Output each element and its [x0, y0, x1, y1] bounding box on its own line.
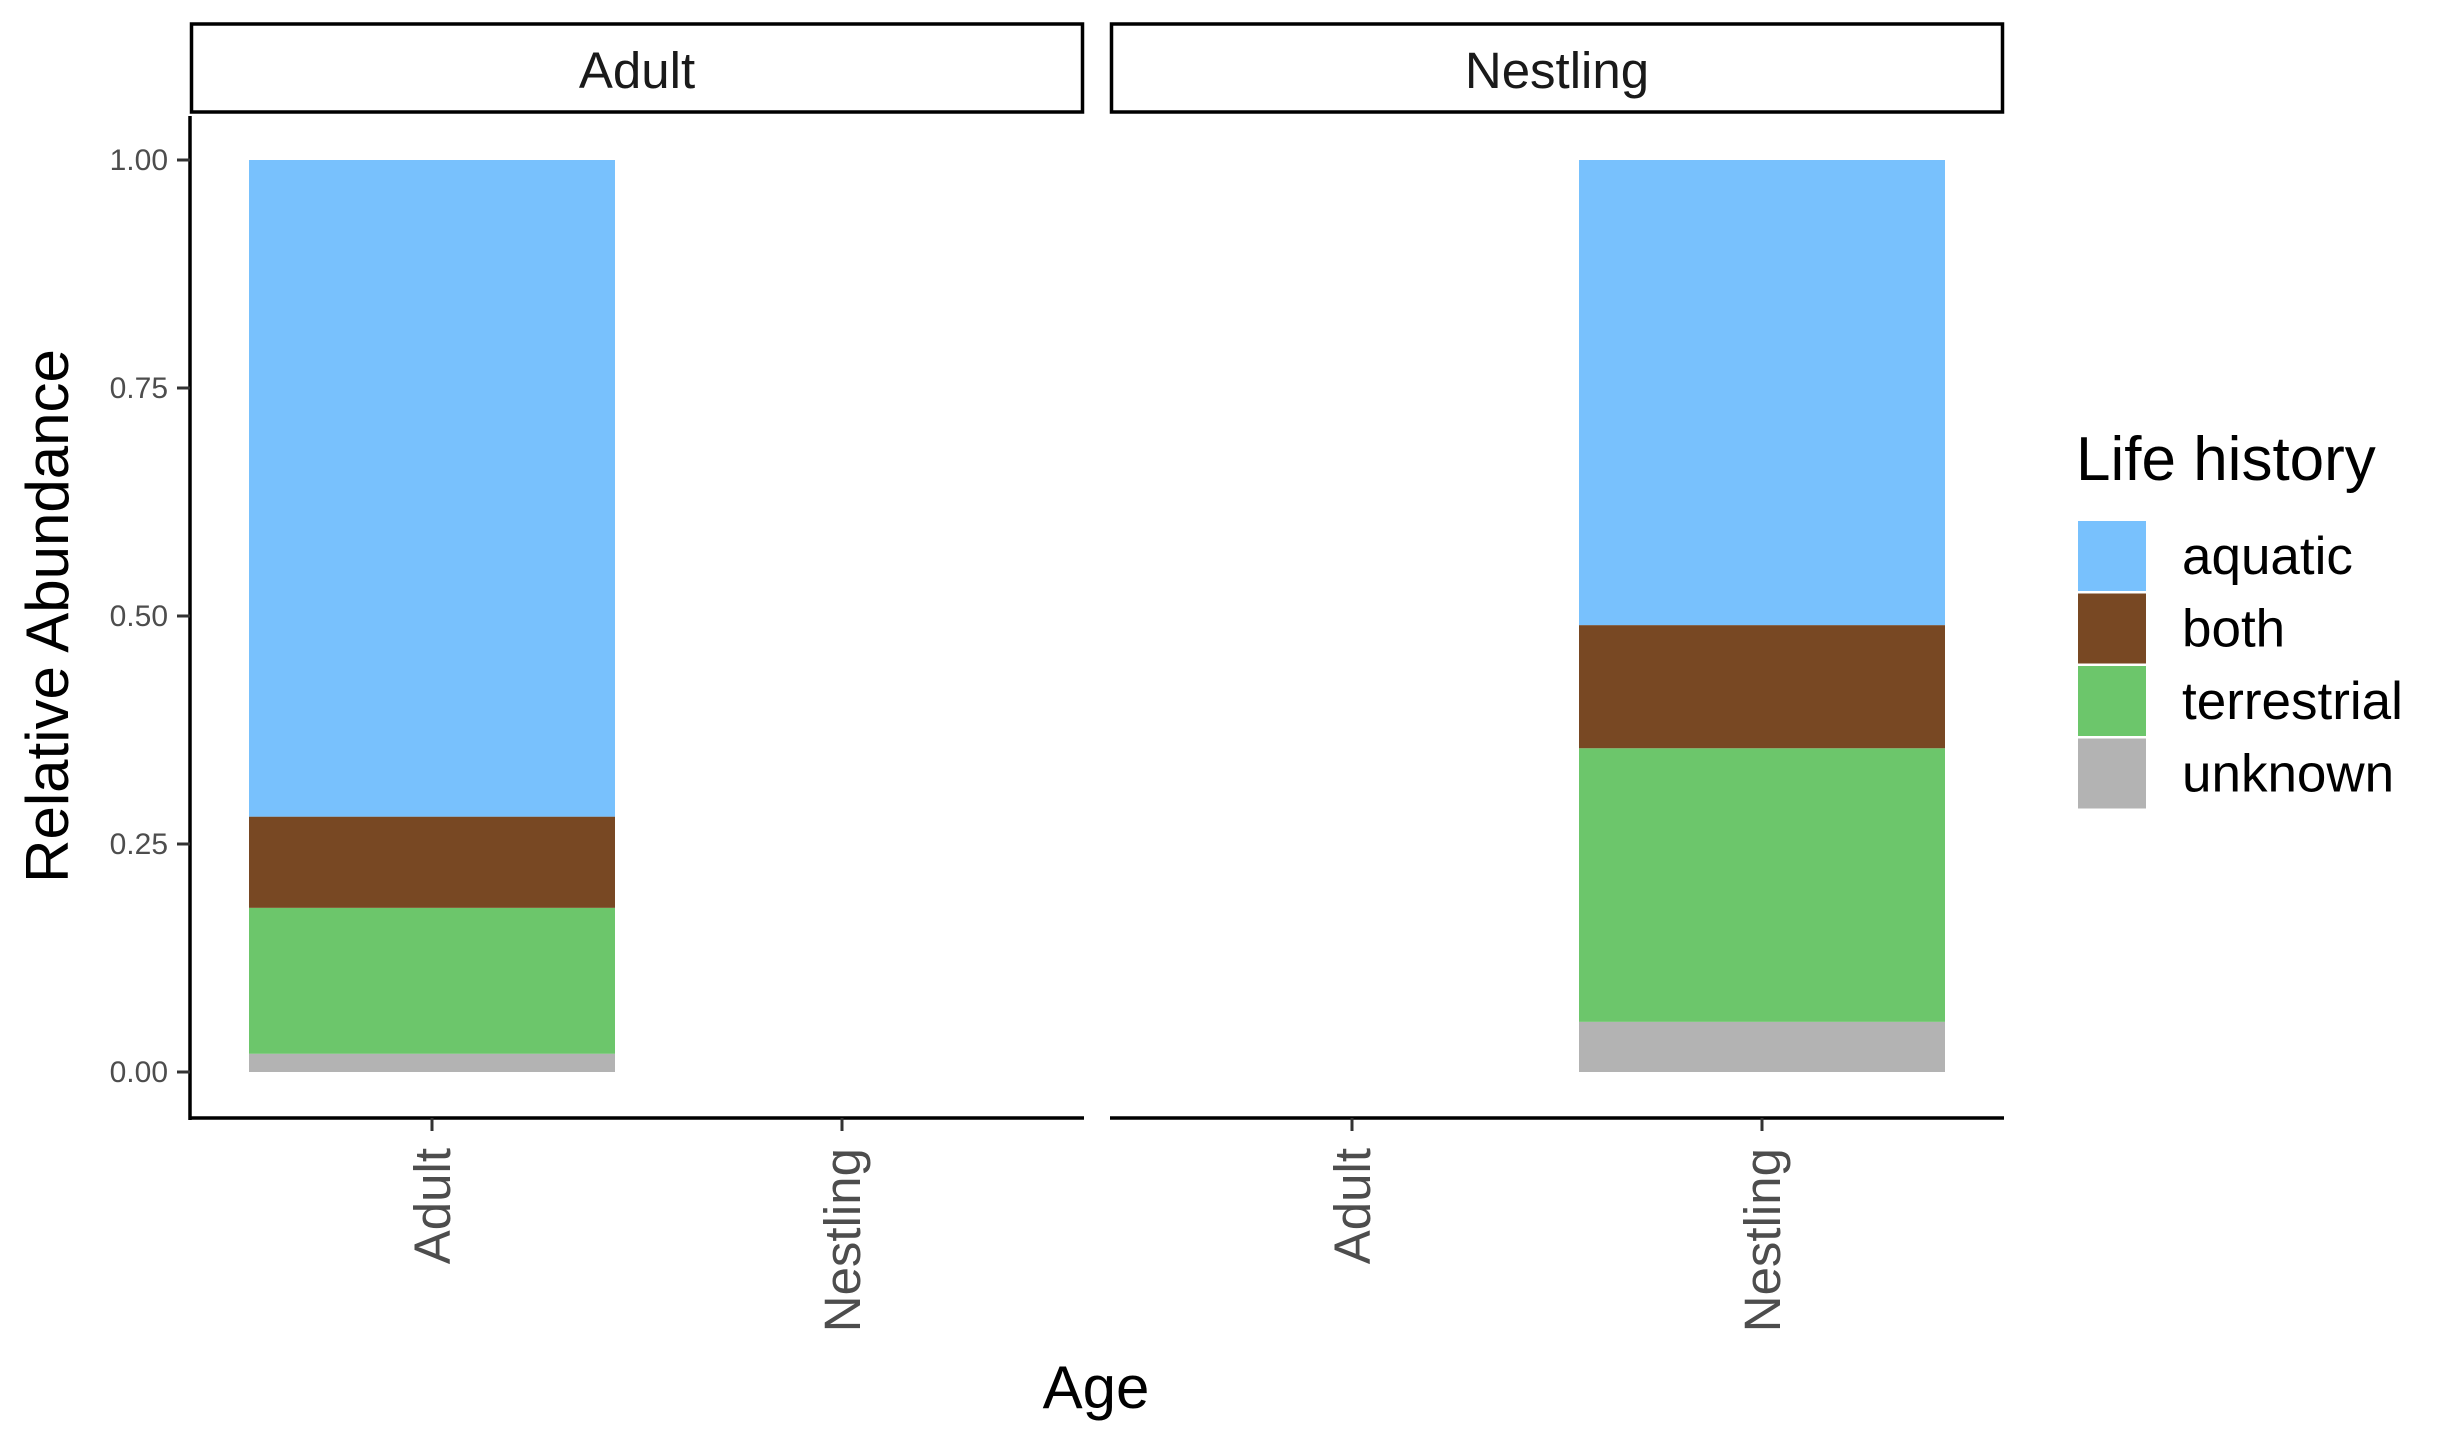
bar-segment-aquatic [1579, 160, 1945, 626]
facet-strip-label: Nestling [1465, 42, 1649, 99]
x-tick-label: Adult [1324, 1148, 1381, 1264]
y-tick-label: 1.00 [110, 144, 168, 177]
bar-segment-unknown [1579, 1021, 1945, 1072]
y-axis-title: Relative Abundance [14, 349, 81, 883]
facet-strip-adult [189, 22, 1085, 114]
facet-strip-nestling [1109, 22, 2005, 114]
bar-segment-both [249, 816, 615, 908]
legend-swatch-terrestrial [2078, 666, 2146, 736]
legend-label-unknown: unknown [2182, 745, 2394, 804]
x-tick-label: Nestling [814, 1148, 871, 1332]
facet-strip-label: Adult [579, 42, 695, 99]
legend-swatch-aquatic [2078, 521, 2146, 591]
legend-swatch-both [2078, 593, 2146, 664]
y-tick-label: 0.00 [110, 1056, 168, 1089]
legend-label-terrestrial: terrestrial [2182, 672, 2403, 731]
x-tick-label: Nestling [1734, 1148, 1791, 1332]
legend-label-both: both [2182, 600, 2285, 659]
legend-title: Life history [2076, 425, 2376, 494]
bar-segment-unknown [249, 1053, 615, 1072]
x-axis-title: Age [1043, 1354, 1150, 1421]
y-tick-label: 0.50 [110, 600, 168, 633]
bar-segment-terrestrial [249, 907, 615, 1054]
legend-label-aquatic: aquatic [2182, 527, 2353, 586]
y-tick-label: 0.25 [110, 828, 168, 861]
bar-segment-aquatic [249, 160, 615, 817]
bar-segment-both [1579, 625, 1945, 749]
x-tick-label: Adult [404, 1148, 461, 1264]
bar-segment-terrestrial [1579, 748, 1945, 1022]
legend-swatch-unknown [2078, 738, 2146, 809]
y-tick-label: 0.75 [110, 372, 168, 405]
